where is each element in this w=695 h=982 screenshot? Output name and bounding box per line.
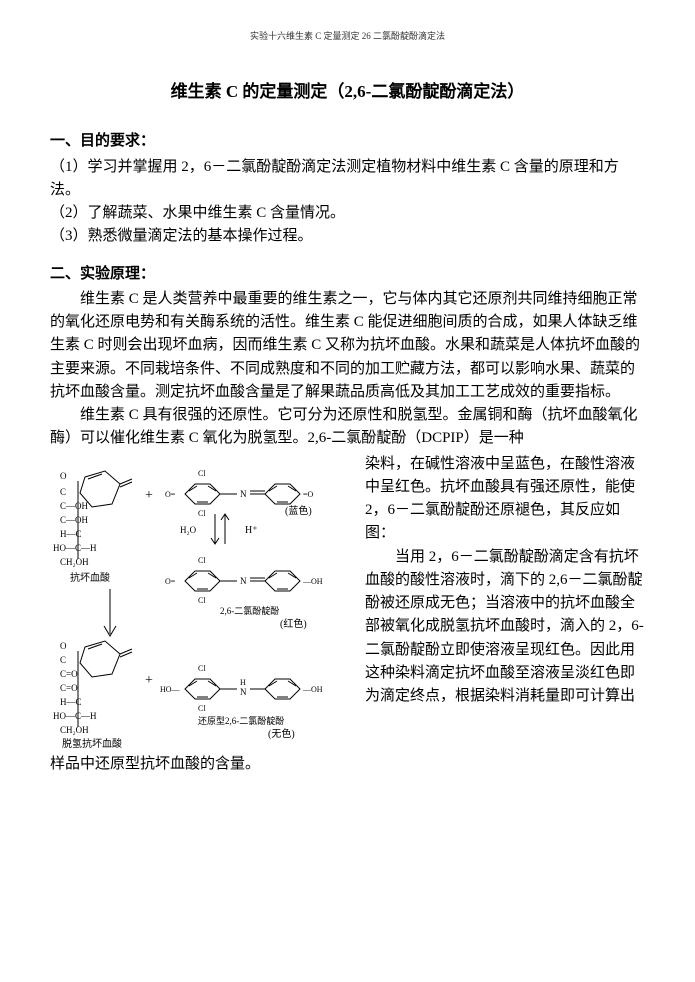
svg-text:C—OH: C—OH <box>60 501 89 511</box>
svg-text:C—OH: C—OH <box>60 515 89 525</box>
svg-text:N: N <box>240 687 247 697</box>
svg-text:Cl: Cl <box>198 556 206 565</box>
section-2-heading: 二、实验原理： <box>50 263 645 286</box>
svg-text:—OH: —OH <box>302 577 323 586</box>
svg-text:+: + <box>145 488 153 503</box>
reaction-diagram: O C C—OH C—OH H—C HO—C—H CH₂OH 抗坏血酸 Cl C… <box>50 459 355 749</box>
svg-text:O=: O= <box>165 577 176 586</box>
svg-text:Cl: Cl <box>198 509 206 518</box>
label-hplus: H⁺ <box>245 525 258 536</box>
section-1-heading: 一、目的要求： <box>50 130 645 153</box>
svg-text:HO—C—H: HO—C—H <box>53 711 97 721</box>
svg-text:N: N <box>240 576 247 586</box>
svg-text:HO—: HO— <box>160 685 181 694</box>
objective-2: （2）了解蔬菜、水果中维生素 C 含量情况。 <box>50 202 645 225</box>
svg-text:CH₂OH: CH₂OH <box>60 557 89 567</box>
svg-text:Cl: Cl <box>198 664 206 673</box>
svg-text:+: + <box>145 673 153 688</box>
principle-para-4: 样品中还原型抗坏血酸的含量。 <box>50 753 645 776</box>
svg-text:C=O: C=O <box>60 683 78 693</box>
objective-3: （3）熟悉微量滴定法的基本操作过程。 <box>50 225 645 248</box>
principle-para-2a: 维生素 C 具有很强的还原性。它可分为还原性和脱氢型。金属铜和酶（抗坏血酸氧化酶… <box>50 404 645 451</box>
svg-text:—OH: —OH <box>302 685 323 694</box>
svg-text:O: O <box>60 471 67 481</box>
svg-text:C=O: C=O <box>60 669 78 679</box>
svg-text:Cl: Cl <box>198 704 206 713</box>
svg-text:Cl: Cl <box>198 469 206 478</box>
svg-text:Cl: Cl <box>198 596 206 605</box>
label-colorless: (无色) <box>268 727 295 740</box>
svg-text:C: C <box>60 655 66 665</box>
svg-text:O=: O= <box>165 490 176 499</box>
principle-para-1: 维生素 C 是人类营养中最重要的维生素之一，它与体内其它还原剂共同维持细胞正常的… <box>50 288 645 404</box>
svg-text:H: H <box>240 678 246 687</box>
svg-text:=O: =O <box>303 490 314 499</box>
label-ascorbic: 抗坏血酸 <box>70 571 110 584</box>
svg-text:N: N <box>240 489 247 499</box>
svg-text:O: O <box>60 641 67 651</box>
objective-1: （1）学习并掌握用 2，6－二氯酚靛酚滴定法测定植物材料中维生素 C 含量的原理… <box>50 156 645 203</box>
label-reduced: 还原型2,6-二氯酚靛酚 <box>198 715 284 726</box>
label-dehydro: 脱氢抗坏血酸 <box>62 737 122 749</box>
diagram-wrap: O C C—OH C—OH H—C HO—C—H CH₂OH 抗坏血酸 Cl C… <box>50 453 645 753</box>
principle-para-2b: 染料，在碱性溶液中呈蓝色，在酸性溶液中呈红色。抗坏血酸具有强还原性，能使 2，6… <box>365 456 635 542</box>
running-header: 实验十六维生素 C 定量测定 26 二氯酚靛酚滴定法 <box>50 30 645 44</box>
svg-text:CH₂OH: CH₂OH <box>60 725 89 735</box>
page-title: 维生素 C 的定量测定（2,6-二氯酚靛酚滴定法） <box>50 79 645 105</box>
label-red: (红色) <box>280 617 307 630</box>
label-h2o: H₂O <box>180 525 197 535</box>
label-blue: (蓝色) <box>285 504 312 517</box>
svg-text:HO—C—H: HO—C—H <box>53 543 97 553</box>
label-dcpip: 2,6-二氯酚靛酚 <box>220 605 279 616</box>
svg-text:C: C <box>60 487 66 497</box>
